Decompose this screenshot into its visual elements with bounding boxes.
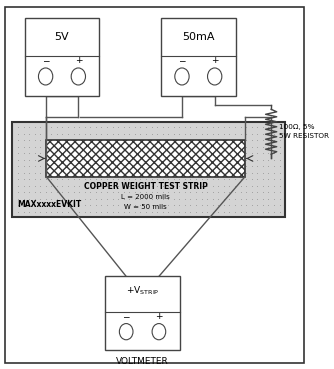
Circle shape	[175, 68, 189, 85]
Circle shape	[71, 68, 86, 85]
Text: 5V: 5V	[55, 32, 69, 42]
Text: L = 2000 mils: L = 2000 mils	[121, 194, 170, 200]
Bar	[161, 18, 235, 96]
Text: MAXxxxxEVKIT: MAXxxxxEVKIT	[17, 200, 81, 209]
Bar	[46, 140, 245, 177]
Circle shape	[119, 324, 133, 340]
Circle shape	[38, 68, 53, 85]
Text: +: +	[211, 56, 218, 65]
Text: COPPER WEIGHT TEST STRIP: COPPER WEIGHT TEST STRIP	[84, 182, 208, 192]
Text: −: −	[42, 56, 49, 65]
Text: −: −	[123, 313, 130, 321]
Text: −: −	[178, 56, 186, 65]
Bar	[105, 276, 180, 350]
Text: 100Ω, 5%
5W RESISTOR: 100Ω, 5% 5W RESISTOR	[279, 124, 329, 139]
Bar	[25, 18, 99, 96]
Text: +: +	[155, 313, 163, 321]
Bar	[12, 122, 285, 217]
Text: VOLTMETER: VOLTMETER	[116, 358, 169, 366]
Text: +: +	[74, 56, 82, 65]
Text: W = 50 mils: W = 50 mils	[124, 204, 167, 210]
Text: 50mA: 50mA	[182, 32, 214, 42]
Circle shape	[207, 68, 222, 85]
Text: $+$V$_{\mathrm{STRIP}}$: $+$V$_{\mathrm{STRIP}}$	[126, 285, 159, 297]
Circle shape	[152, 324, 166, 340]
